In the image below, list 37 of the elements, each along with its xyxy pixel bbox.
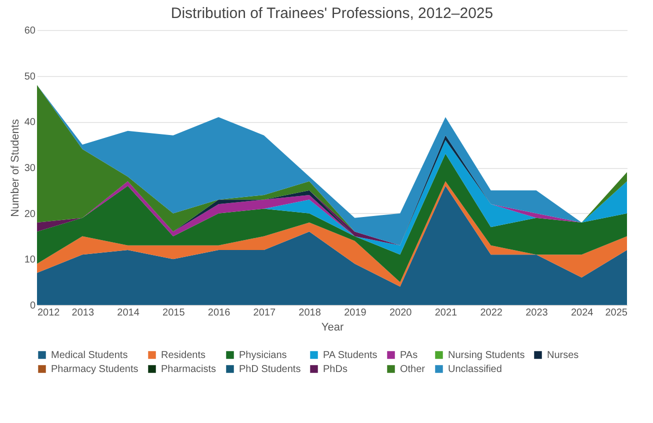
- x-tick-label: 2022: [480, 308, 503, 318]
- x-tick-label: 2013: [72, 308, 94, 318]
- legend-label: Medical Students: [51, 350, 128, 361]
- x-tick-label: 2017: [253, 308, 276, 318]
- x-tick-label: 2024: [570, 308, 594, 318]
- legend-label: Residents: [161, 350, 206, 361]
- y-tick-label: 40: [24, 117, 36, 128]
- y-tick-label: 60: [24, 26, 36, 36]
- legend-label: Nursing Students: [448, 350, 525, 361]
- legend-label: PA Students: [323, 350, 378, 361]
- x-tick-label: 2019: [344, 308, 367, 318]
- legend-label: Physicians: [239, 350, 287, 361]
- x-tick-label: 2015: [162, 308, 186, 318]
- x-tick-label: 2023: [526, 308, 548, 318]
- legend-label: PhDs: [323, 364, 348, 375]
- legend-label: Pharmacists: [161, 364, 216, 375]
- y-tick-label: 30: [24, 163, 36, 174]
- x-tick-label: 2021: [434, 308, 458, 318]
- legend-label: PhD Students: [239, 364, 301, 375]
- x-tick-label: 2014: [117, 308, 140, 318]
- legend-label: PAs: [400, 350, 418, 361]
- y-tick-label: 20: [24, 208, 36, 220]
- legend-label: Pharmacy Students: [51, 364, 138, 375]
- legend-label: Nurses: [547, 350, 579, 361]
- x-tick-label: 2018: [298, 308, 322, 318]
- chart-title: Distribution of Trainees' Professions, 2012–2025: [170, 5, 494, 22]
- x-tick-label: 2012: [38, 308, 60, 318]
- x-axis-title: Year: [321, 322, 344, 334]
- x-tick-label: 2020: [389, 308, 412, 318]
- x-tick-label: 2016: [208, 308, 231, 318]
- y-tick-label: 0: [30, 300, 36, 312]
- y-tick-label: 50: [24, 71, 36, 82]
- legend-label: Unclassified: [448, 364, 502, 375]
- y-axis-title: Number of Students: [9, 118, 22, 217]
- x-tick-label: 2025: [605, 308, 628, 318]
- y-tick-label: 10: [24, 254, 36, 266]
- legend-label: Other: [400, 364, 426, 375]
